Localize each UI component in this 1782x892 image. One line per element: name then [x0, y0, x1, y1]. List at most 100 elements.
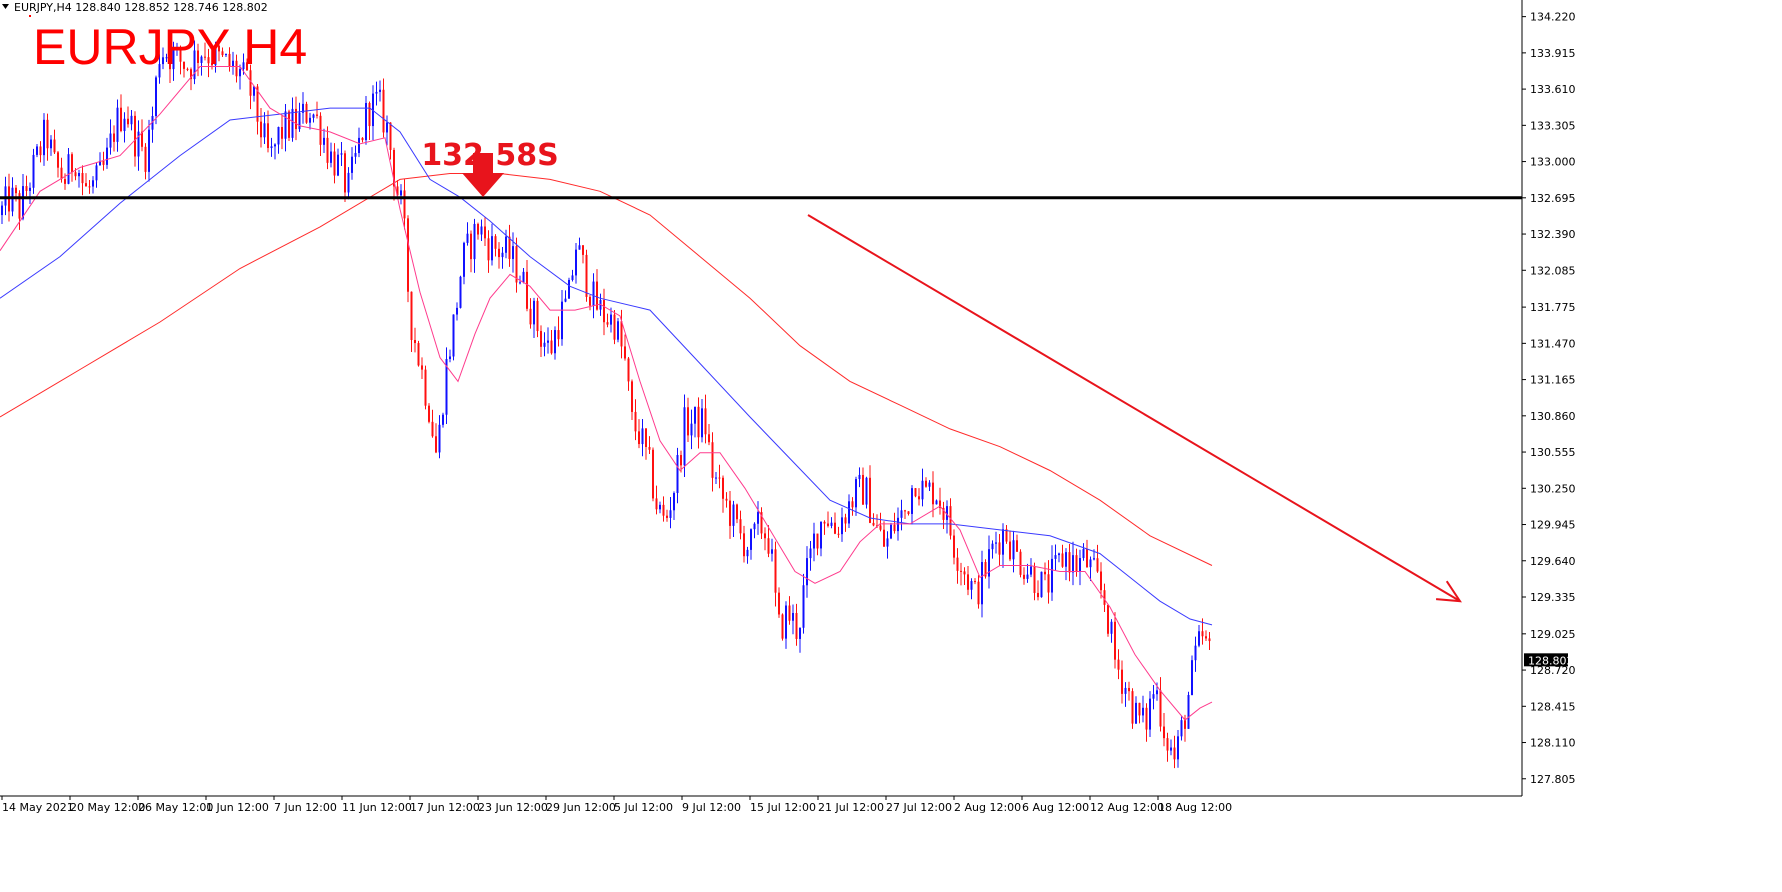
candle-body	[603, 300, 605, 323]
candle-body	[939, 500, 941, 508]
candle-body	[365, 102, 367, 141]
y-tick-label: 131.165	[1530, 374, 1576, 387]
candle-body	[102, 160, 105, 165]
candle-body	[547, 340, 549, 343]
candle-body	[526, 271, 528, 309]
ma-slow-line	[0, 173, 1213, 566]
candle-body	[841, 517, 843, 535]
candle-body	[610, 314, 612, 325]
candle-body	[788, 605, 791, 621]
trend-arrow-line[interactable]	[807, 214, 1461, 603]
candle-body	[60, 167, 63, 180]
candle-body	[606, 322, 609, 325]
candle-body	[155, 77, 157, 116]
candle-body	[18, 193, 21, 219]
candle-body	[904, 510, 906, 512]
candle-body	[774, 549, 777, 593]
candle-body	[1023, 574, 1025, 579]
candle-body	[879, 525, 882, 530]
candle-body	[858, 474, 861, 480]
candle-body	[1, 205, 3, 216]
candle-body	[515, 246, 518, 283]
x-tick-label: 5 Jul 12:00	[614, 801, 673, 814]
candle-body	[960, 570, 962, 572]
candle-body	[953, 535, 955, 558]
candle-body	[666, 515, 668, 518]
trend-arrowhead-icon	[1436, 580, 1462, 603]
candle-body	[295, 108, 297, 130]
candle-body	[256, 86, 259, 122]
candle-body	[309, 117, 311, 123]
candle-body	[141, 131, 143, 147]
y-tick-label: 133.915	[1530, 47, 1576, 60]
candle-body	[232, 60, 234, 67]
current-price-tag	[1524, 653, 1568, 667]
candle-body	[169, 57, 171, 70]
candle-body	[183, 61, 185, 69]
candle-body	[890, 524, 892, 539]
candle-body	[1026, 574, 1029, 579]
candle-body	[865, 477, 868, 505]
y-tick-label: 132.695	[1530, 192, 1576, 205]
candle-body	[92, 180, 94, 187]
candle-body	[795, 612, 798, 639]
candle-body	[834, 522, 836, 534]
candle-body	[757, 512, 759, 524]
candle-body	[925, 480, 927, 487]
candle-body	[897, 517, 899, 532]
candle-body	[781, 614, 784, 639]
candle-body	[522, 271, 525, 283]
candle-body	[179, 47, 182, 62]
candle-body	[1086, 548, 1088, 568]
candle-body	[1040, 571, 1043, 598]
candle-body	[613, 314, 616, 340]
candle-body	[442, 414, 444, 425]
candle-body	[512, 246, 514, 259]
candle-body	[1033, 566, 1036, 593]
candle-body	[785, 605, 787, 639]
candle-body	[337, 154, 339, 176]
candle-body	[1198, 631, 1200, 646]
dropdown-icon[interactable]	[2, 4, 9, 9]
x-tick-label: 23 Jun 12:00	[478, 801, 548, 814]
candle-body	[592, 281, 595, 306]
candle-body	[967, 574, 969, 590]
candle-body	[165, 57, 168, 59]
axes-layer: 134.220 133.915 133.610 133.305 133.000 132.6…	[0, 0, 1576, 814]
candle-body	[687, 407, 689, 436]
candle-body	[109, 133, 112, 148]
candle-body	[575, 249, 577, 276]
candle-body	[494, 236, 497, 249]
candle-body	[221, 51, 224, 56]
y-tick-label: 127.805	[1530, 773, 1576, 786]
candle-body	[1019, 551, 1022, 575]
x-tick-label: 26 May 12:00	[138, 801, 213, 814]
candle-body	[715, 477, 717, 479]
candle-body	[277, 127, 280, 145]
candle-body	[53, 139, 56, 153]
candle-body	[435, 436, 437, 453]
candle-body	[886, 538, 889, 547]
candle-body	[732, 504, 735, 526]
candle-body	[1103, 590, 1106, 605]
candle-body	[977, 581, 980, 605]
candle-body	[536, 300, 539, 332]
candle-body	[456, 307, 458, 315]
candle-body	[134, 115, 136, 157]
candle-body	[148, 129, 150, 172]
candle-body	[130, 115, 133, 125]
candle-body	[267, 123, 269, 149]
candle-body	[701, 408, 703, 438]
candle-body	[389, 122, 392, 150]
down-arrow-icon	[462, 153, 504, 197]
candle-body	[491, 236, 493, 261]
candle-body	[981, 562, 983, 605]
ma-mid-line	[0, 107, 1213, 626]
candle-body	[50, 139, 52, 149]
candle-body	[554, 330, 556, 354]
candle-body	[253, 86, 255, 96]
candle-body	[1089, 559, 1092, 568]
candle-body	[127, 118, 129, 125]
candle-body	[1145, 707, 1148, 730]
